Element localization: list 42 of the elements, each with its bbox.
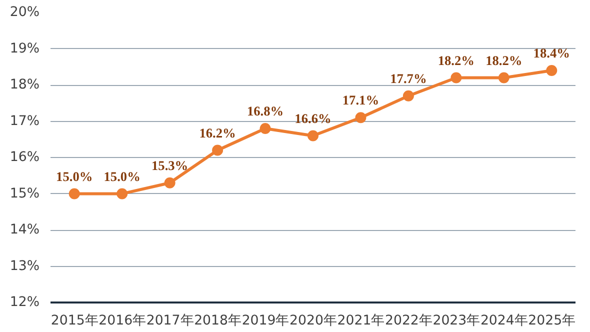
x-tick-label: 2022年 — [384, 314, 432, 328]
data-label: 18.2% — [438, 52, 475, 68]
data-label: 17.7% — [390, 70, 427, 86]
data-label: 15.0% — [104, 168, 140, 184]
point — [164, 177, 176, 188]
data-label: 16.6% — [294, 110, 332, 126]
x-tick-label: 2019年 — [242, 314, 289, 328]
data-label: 18.4% — [533, 46, 570, 60]
x-tick-label: 2025年 — [528, 314, 576, 328]
point — [260, 123, 271, 134]
x-tick-label: 2015年 — [50, 314, 98, 328]
point — [68, 188, 80, 200]
y-tick-label: 17% — [10, 114, 40, 129]
x-tick-label: 2021年 — [337, 314, 384, 328]
y-tick-label: 14% — [10, 222, 40, 238]
data-label: 16.8% — [246, 104, 284, 118]
y-tick-label: 13% — [10, 258, 40, 274]
x-tick-label: 2023年 — [432, 314, 480, 328]
x-tick-label: 2017年 — [146, 314, 194, 328]
point — [116, 188, 128, 200]
data-label: 18.2% — [486, 52, 522, 68]
y-tick-label: 20% — [10, 5, 40, 20]
y-tick-label: 18% — [10, 78, 40, 92]
point — [212, 144, 224, 156]
point — [498, 72, 510, 84]
y-tick-label: 19% — [10, 41, 40, 56]
data-label: 17.1% — [342, 92, 380, 108]
y-tick-label: 16% — [10, 150, 40, 165]
point — [546, 65, 558, 76]
y-tick-label: 15% — [10, 186, 40, 202]
point — [402, 90, 414, 102]
x-tick-label: 2020年 — [290, 314, 336, 328]
x-tick-label: 2018年 — [194, 314, 242, 328]
x-tick-label: 2024年 — [480, 314, 528, 328]
y-tick-label: 12% — [10, 295, 40, 310]
x-tick-label: 2016年 — [98, 314, 146, 328]
point — [355, 112, 366, 124]
data-label: 16.2% — [199, 125, 236, 140]
data-label: 15.3% — [151, 158, 188, 173]
point — [308, 130, 318, 142]
data-label: 15.0% — [56, 168, 93, 184]
point — [450, 72, 462, 84]
